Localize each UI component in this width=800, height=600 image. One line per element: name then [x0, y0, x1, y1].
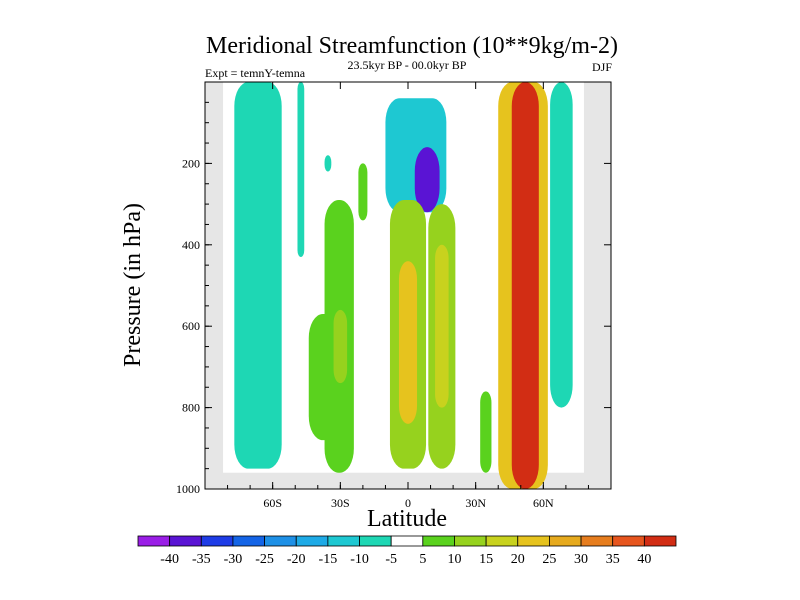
colorbar-label: 10 — [447, 552, 461, 567]
chart-title: Meridional Streamfunction (10**9kg/m-2) — [206, 33, 618, 59]
y-tick-label: 1000 — [176, 482, 200, 496]
colorbar-swatch — [232, 535, 265, 547]
colorbar-swatch — [169, 535, 202, 547]
colorbar-swatch — [517, 535, 550, 547]
colorbar-label: 15 — [479, 552, 493, 567]
colorbar-label: 20 — [511, 552, 525, 567]
colorbar-label: -10 — [350, 552, 369, 567]
y-tick-label: 400 — [182, 238, 200, 252]
chart-subtitle-right: DJF — [592, 60, 612, 74]
contour-hadley-sh-core — [398, 261, 418, 424]
colorbar-label: 40 — [637, 552, 651, 567]
contour-nh-polar-strip — [550, 82, 573, 408]
colorbar-label: -25 — [255, 552, 274, 567]
y-tick-label: 800 — [182, 401, 200, 415]
colorbar-label: 25 — [542, 552, 556, 567]
colorbar-swatch — [137, 535, 171, 547]
chart-subtitle-center: 23.5kyr BP - 00.0kyr BP — [348, 58, 467, 72]
x-tick-label: 60N — [533, 496, 554, 510]
colorbar-swatch — [580, 535, 614, 547]
y-tick-label: 200 — [182, 156, 200, 170]
colorbar-swatch — [295, 535, 329, 547]
contour-field — [223, 82, 584, 489]
colorbar: -40 -35 -30 -25 -20 -15 -10 -5 5 10 15 20 25 30 35 40 — [137, 535, 677, 567]
colorbar-swatch — [422, 535, 455, 547]
contour-sh-upper-green — [358, 163, 368, 221]
x-axis-label: Latitude — [367, 506, 447, 532]
contour-tropical-upper-core — [414, 147, 440, 213]
contour-sh-midlat-strip — [297, 82, 305, 258]
colorbar-swatch — [612, 535, 645, 547]
contour-nh-deep-core — [511, 82, 539, 489]
contour-hadley-nh-core — [435, 244, 449, 408]
y-tick-label: 600 — [182, 319, 200, 333]
colorbar-label: -5 — [385, 552, 397, 567]
colorbar-swatch — [454, 535, 487, 547]
colorbar-swatch — [390, 535, 424, 547]
contour-sh-ferrel-core — [333, 309, 348, 384]
colorbar-label: 30 — [574, 552, 588, 567]
colorbar-swatch — [549, 535, 582, 547]
contour-sh-polar-cell — [234, 82, 282, 469]
colorbar-swatch — [643, 535, 677, 547]
axis-ticks: 60S 30S 0 30N 60N 200 400 600 800 1000 — [176, 82, 611, 510]
x-tick-label: 30N — [465, 496, 486, 510]
x-tick-label: 30S — [331, 496, 350, 510]
colorbar-swatch — [200, 535, 234, 547]
x-tick-label: 60S — [263, 496, 282, 510]
chart-subtitle-left: Expt = temnY-temna — [205, 66, 306, 80]
colorbar-label: -35 — [192, 552, 211, 567]
y-axis-label: Pressure (in hPa) — [120, 203, 146, 367]
colorbar-swatch — [359, 535, 392, 547]
colorbar-label: -15 — [319, 552, 338, 567]
contour-nh-small-green — [480, 391, 492, 473]
colorbar-label: -20 — [287, 552, 306, 567]
contour-sh-midlat-dot — [324, 155, 332, 172]
colorbar-label: -30 — [224, 552, 243, 567]
colorbar-swatch — [485, 535, 519, 547]
colorbar-label: 35 — [606, 552, 620, 567]
colorbar-label: -40 — [160, 552, 179, 567]
x-tick-label: 0 — [405, 496, 411, 510]
colorbar-swatch — [264, 535, 297, 547]
plot-area: 60S 30S 0 30N 60N 200 400 600 800 1000 — [176, 81, 612, 510]
colorbar-label: 5 — [419, 552, 426, 567]
colorbar-swatch — [327, 535, 360, 547]
